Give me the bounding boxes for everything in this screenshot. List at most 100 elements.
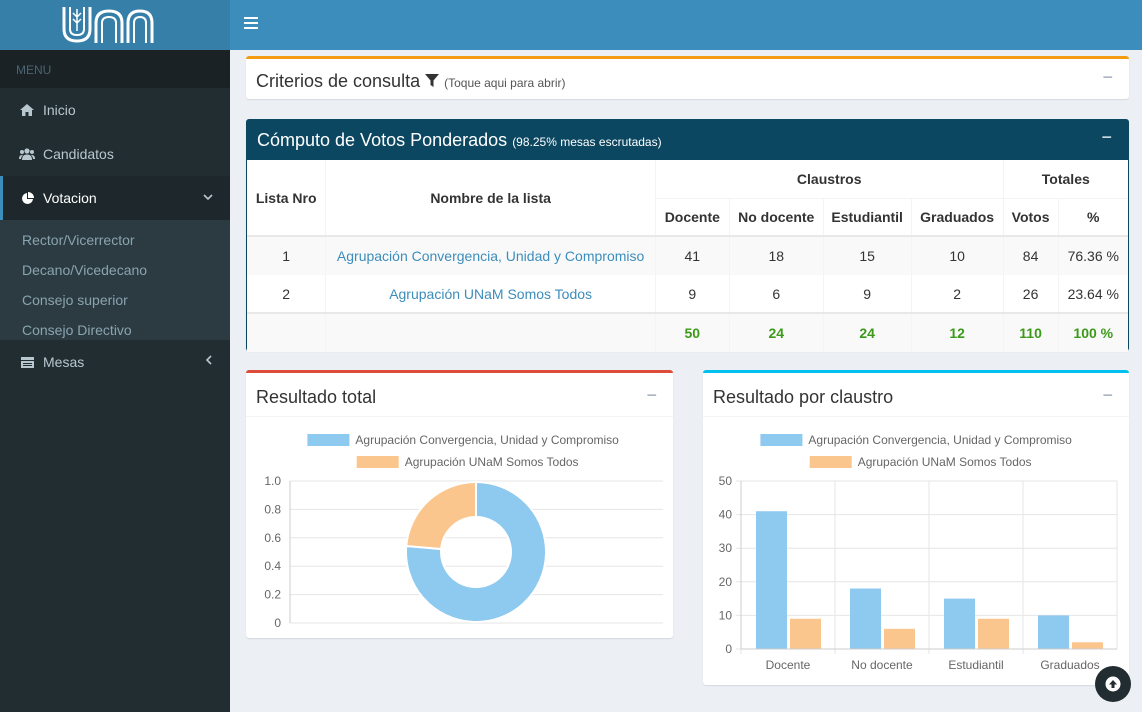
y-tick-label: 0 — [274, 616, 281, 630]
y-tick-label: 1.0 — [264, 474, 281, 488]
bar-chart: Agrupación Convergencia, Unidad y Compro… — [719, 433, 1118, 672]
resultado-total-title: Resultado total — [256, 387, 377, 407]
bar — [790, 618, 821, 649]
x-tick-label: Estudiantil — [948, 658, 1003, 672]
cell-empty — [247, 312, 327, 352]
sidebar-item-label: Votacion — [43, 190, 97, 206]
users-icon — [19, 147, 35, 161]
pie-chart-icon — [19, 191, 35, 205]
y-tick-label: 20 — [719, 575, 733, 589]
legend-swatch — [356, 456, 399, 468]
total-estudiantil: 24 — [823, 312, 912, 352]
legend-label: Agrupación Convergencia, Unidad y Compro… — [355, 433, 619, 447]
bar — [978, 618, 1009, 649]
cell-votos: 84 — [1003, 235, 1059, 275]
x-tick-label: Graduados — [1040, 658, 1099, 672]
sidebar: MENU Inicio Candidatos Votacion Rector/V… — [0, 0, 230, 712]
cell-nro: 2 — [247, 275, 327, 313]
resultado-total-box: Resultado total − Agrupación Convergenci… — [246, 370, 673, 638]
cell-graduados: 10 — [911, 235, 1004, 275]
th-estudiantil: Estudiantil — [823, 197, 912, 236]
top-navbar — [230, 0, 1142, 50]
bar — [884, 628, 915, 649]
sidebar-toggle-icon[interactable] — [244, 17, 258, 29]
bar — [944, 598, 975, 649]
lista-link[interactable]: Agrupación UNaM Somos Todos — [325, 275, 656, 313]
th-graduados: Graduados — [911, 197, 1004, 236]
computo-box: Cómputo de Votos Ponderados (98.25% mesa… — [246, 119, 1129, 352]
sidebar-item-label: Mesas — [43, 354, 85, 370]
collapse-button[interactable]: − — [1102, 385, 1113, 405]
arrow-up-icon — [1105, 676, 1121, 692]
cell-no-docente: 6 — [729, 275, 824, 313]
bar — [1072, 642, 1103, 649]
computo-subtitle: (98.25% mesas escrutadas) — [512, 135, 662, 149]
submenu-item-rector[interactable]: Rector/Vicerrector — [22, 232, 135, 248]
submenu-item-consejo-superior[interactable]: Consejo superior — [22, 292, 128, 308]
cell-nro: 1 — [247, 235, 327, 275]
legend-label: Agrupación Convergencia, Unidad y Compro… — [808, 433, 1072, 447]
th-docente: Docente — [655, 197, 730, 236]
chevron-left-icon — [205, 354, 213, 368]
th-no-docente: No docente — [729, 197, 824, 236]
y-tick-label: 50 — [719, 474, 733, 488]
cell-votos: 26 — [1003, 275, 1059, 313]
legend-swatch — [809, 456, 852, 468]
scroll-top-button[interactable] — [1095, 666, 1131, 702]
total-docente: 50 — [655, 312, 730, 352]
bar — [1038, 615, 1069, 649]
collapse-button[interactable]: − — [646, 385, 657, 405]
criterios-title-text: Criterios de consulta — [256, 71, 421, 91]
sidebar-item-inicio[interactable]: Inicio — [0, 88, 230, 132]
x-tick-label: Docente — [766, 658, 811, 672]
cell-docente: 9 — [655, 275, 730, 313]
cell-pct: 76.36 % — [1058, 235, 1128, 275]
total-votos: 110 — [1003, 312, 1059, 352]
cell-estudiantil: 15 — [823, 235, 912, 275]
cell-estudiantil: 9 — [823, 275, 912, 313]
computo-title: Cómputo de Votos Ponderados (98.25% mesa… — [257, 130, 662, 151]
cell-pct: 23.64 % — [1067, 285, 1119, 302]
table-icon — [19, 355, 35, 369]
legend-label: Agrupación UNaM Somos Todos — [858, 455, 1032, 469]
x-tick-label: No docente — [851, 658, 913, 672]
sidebar-item-candidatos[interactable]: Candidatos — [0, 132, 230, 176]
th-claustros: Claustros — [655, 160, 1004, 198]
lista-link[interactable]: Agrupación Convergencia, Unidad y Compro… — [325, 235, 656, 275]
submenu-item-consejo-directivo[interactable]: Consejo Directivo — [22, 322, 132, 338]
computo-table: Lista Nro Nombre de la lista Claustros T… — [247, 160, 1128, 352]
th-nombre: Nombre de la lista — [325, 160, 656, 236]
bar — [756, 511, 787, 649]
sidebar-item-mesas[interactable]: Mesas — [0, 340, 230, 384]
computo-title-text: Cómputo de Votos Ponderados — [257, 130, 508, 150]
collapse-button[interactable]: − — [1102, 67, 1113, 87]
totals-row: 50 24 24 12 110 100 % — [247, 312, 1128, 352]
collapse-button[interactable]: − — [1101, 127, 1112, 147]
votacion-submenu: Rector/Vicerrector Decano/Vicedecano Con… — [0, 220, 230, 340]
sidebar-item-votacion[interactable]: Votacion — [0, 176, 230, 220]
criterios-title[interactable]: Criterios de consulta (Toque aqui para a… — [256, 71, 566, 92]
sidebar-item-label: Inicio — [43, 102, 76, 118]
computo-header: Cómputo de Votos Ponderados (98.25% mesa… — [247, 120, 1128, 160]
logo[interactable] — [0, 0, 230, 50]
cell-graduados: 2 — [911, 275, 1004, 313]
th-totales: Totales — [1041, 170, 1090, 187]
y-tick-label: 0.4 — [264, 559, 281, 573]
donut-slice — [405, 480, 547, 623]
bar — [850, 588, 881, 649]
unam-logo-icon — [62, 7, 154, 43]
th-pct: % — [1058, 197, 1128, 236]
total-pct: 100 % — [1058, 312, 1128, 352]
y-tick-label: 0.6 — [264, 531, 281, 545]
table-row: 2 Agrupación UNaM Somos Todos 9 6 9 2 26… — [247, 275, 1128, 313]
menu-header: MENU — [0, 50, 230, 88]
legend-label: Agrupación UNaM Somos Todos — [405, 455, 579, 469]
filter-icon — [425, 71, 444, 91]
cell-no-docente: 18 — [729, 235, 824, 275]
resultado-claustro-box: Resultado por claustro − Agrupación Conv… — [703, 370, 1129, 685]
y-tick-label: 0.2 — [264, 588, 281, 602]
donut-slice — [405, 480, 477, 551]
criterios-hint: (Toque aqui para abrir) — [444, 76, 566, 90]
criterios-box[interactable]: Criterios de consulta (Toque aqui para a… — [246, 56, 1129, 99]
submenu-item-decano[interactable]: Decano/Vicedecano — [22, 262, 148, 278]
